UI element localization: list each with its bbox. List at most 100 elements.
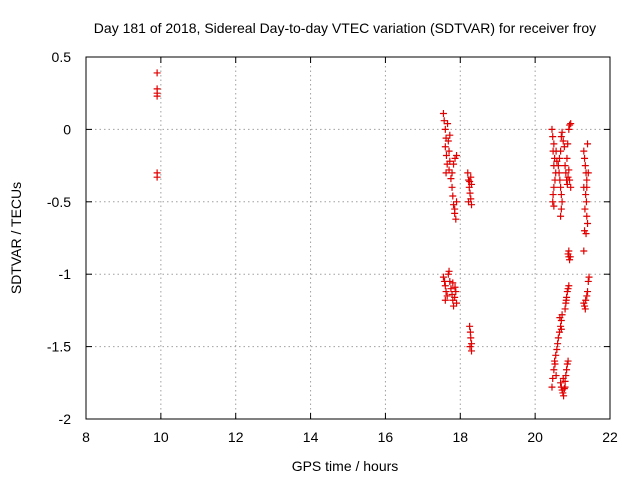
data-point bbox=[466, 189, 474, 197]
data-point bbox=[550, 366, 558, 374]
data-point bbox=[448, 169, 456, 177]
data-point bbox=[452, 215, 460, 223]
data-point bbox=[552, 372, 560, 380]
data-point bbox=[566, 253, 574, 261]
axis-ticks: 8 10 12 14 16 18 20 22 0.5 0 -0.5 -1 -1.5 -2 bbox=[47, 49, 618, 445]
data-point bbox=[563, 366, 571, 374]
data-point bbox=[584, 220, 592, 228]
data-point bbox=[582, 191, 590, 199]
data-point bbox=[555, 154, 563, 162]
data-point bbox=[581, 162, 589, 170]
data-point bbox=[561, 305, 569, 313]
y-tick-label: 0 bbox=[63, 121, 71, 137]
data-point bbox=[583, 292, 591, 300]
data-point bbox=[565, 125, 573, 133]
y-tick-label: 0.5 bbox=[52, 49, 72, 65]
data-point bbox=[565, 282, 573, 290]
data-point bbox=[583, 212, 591, 220]
data-point bbox=[446, 157, 454, 165]
data-point bbox=[559, 374, 567, 382]
data-point bbox=[467, 334, 475, 342]
y-tick-label: -2 bbox=[59, 411, 72, 427]
data-point bbox=[441, 143, 449, 151]
data-point bbox=[557, 133, 565, 141]
data-point bbox=[441, 282, 449, 290]
data-point bbox=[467, 173, 475, 181]
data-point bbox=[468, 180, 476, 188]
data-point bbox=[564, 357, 572, 365]
data-point bbox=[446, 277, 454, 285]
data-point bbox=[557, 379, 565, 387]
data-point bbox=[581, 205, 589, 213]
data-point bbox=[465, 198, 473, 206]
data-point bbox=[558, 198, 566, 206]
data-point bbox=[442, 288, 450, 296]
data-point bbox=[565, 247, 573, 255]
data-point bbox=[567, 183, 575, 191]
data-point bbox=[445, 147, 453, 155]
data-point bbox=[564, 140, 572, 148]
data-point bbox=[443, 292, 451, 300]
data-point bbox=[449, 279, 457, 287]
data-point bbox=[580, 147, 588, 155]
x-tick-label: 20 bbox=[527, 429, 543, 445]
data-point bbox=[559, 137, 567, 145]
y-tick-label: -1.5 bbox=[47, 339, 71, 355]
data-point bbox=[453, 151, 461, 159]
data-point bbox=[584, 140, 592, 148]
data-point bbox=[552, 351, 560, 359]
data-point bbox=[557, 147, 565, 155]
data-point bbox=[444, 120, 452, 128]
data-point bbox=[582, 230, 590, 238]
data-point bbox=[556, 176, 564, 184]
data-point bbox=[584, 288, 592, 296]
data-point bbox=[555, 169, 563, 177]
plot-frame bbox=[85, 56, 611, 420]
data-point bbox=[453, 198, 461, 206]
x-axis-label: GPS time / hours bbox=[292, 458, 399, 474]
data-point bbox=[582, 198, 590, 206]
data-point bbox=[452, 288, 460, 296]
data-point bbox=[439, 273, 447, 281]
data-point bbox=[466, 343, 474, 351]
data-point bbox=[565, 166, 573, 174]
x-tick-label: 16 bbox=[378, 429, 394, 445]
chart-title: Day 181 of 2018, Sidereal Day-to-day VTE… bbox=[94, 20, 596, 36]
data-point bbox=[550, 140, 558, 148]
data-point bbox=[446, 131, 454, 139]
data-point bbox=[451, 293, 459, 301]
data-point bbox=[549, 191, 557, 199]
data-points bbox=[153, 69, 593, 400]
data-point bbox=[554, 334, 562, 342]
data-point bbox=[550, 183, 558, 191]
x-tick-label: 18 bbox=[452, 429, 468, 445]
data-point bbox=[560, 385, 568, 393]
x-tick-label: 22 bbox=[602, 429, 618, 445]
data-point bbox=[583, 176, 591, 184]
y-tick-label: -0.5 bbox=[47, 194, 71, 210]
data-point bbox=[439, 109, 447, 117]
data-point bbox=[447, 285, 455, 293]
data-point bbox=[549, 133, 557, 141]
x-tick-label: 8 bbox=[82, 429, 90, 445]
data-point bbox=[557, 183, 565, 191]
data-point bbox=[561, 162, 569, 170]
grid bbox=[86, 57, 610, 419]
y-axis-label: SDTVAR / TECUs bbox=[8, 182, 24, 294]
data-point bbox=[582, 296, 590, 304]
data-point bbox=[153, 173, 161, 181]
data-point bbox=[448, 183, 456, 191]
data-point bbox=[549, 198, 557, 206]
data-point bbox=[583, 183, 591, 191]
data-point bbox=[447, 175, 455, 183]
data-point bbox=[562, 296, 570, 304]
data-point bbox=[453, 299, 461, 307]
data-point bbox=[553, 345, 561, 353]
data-point bbox=[585, 273, 593, 281]
data-point bbox=[557, 325, 565, 333]
data-point bbox=[468, 347, 476, 355]
data-point bbox=[153, 69, 161, 77]
data-point bbox=[566, 121, 574, 129]
data-point bbox=[464, 169, 472, 177]
